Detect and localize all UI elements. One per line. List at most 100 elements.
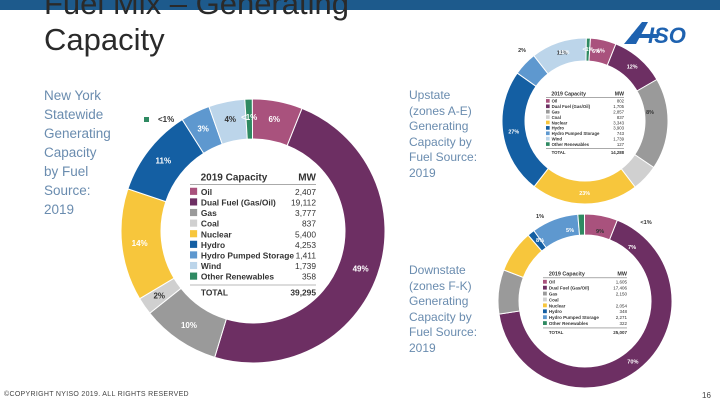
- upstate-legend-swatch: [546, 131, 550, 136]
- statewide-legend-mw-header: MW: [298, 173, 316, 184]
- top-accent-bar: [0, 0, 720, 10]
- statewide-legend-label: Coal: [201, 219, 219, 229]
- downstate-outer-label: 8%: [536, 238, 544, 244]
- upstate-outer-label: 6%: [592, 49, 600, 55]
- downstate-legend-value: 2,271: [616, 315, 628, 320]
- downstate-slice-dual-fuel-gas-oil-: [498, 219, 673, 389]
- downstate-legend-title: 2019 Capacity: [549, 272, 585, 278]
- downstate-outer-label: 5%: [566, 228, 574, 234]
- caption-line: (zones A-E): [409, 103, 472, 118]
- downstate-legend-swatch: [543, 297, 547, 302]
- upstate-legend-value: 1,739: [613, 137, 624, 142]
- statewide-slices: [120, 98, 386, 364]
- downstate-legend-value: 1,605: [616, 280, 628, 285]
- statewide-slice-label: <1%: [241, 113, 257, 122]
- caption-line: 2019: [409, 340, 436, 355]
- downstate-legend-label: Coal: [549, 297, 559, 302]
- statewide-slice-label: 14%: [132, 239, 148, 248]
- downstate-legend-label: Oil: [549, 280, 555, 285]
- upstate-legend-label: Hydro Pumped Storage: [552, 131, 600, 136]
- downstate-outer-label: 7%: [628, 245, 636, 251]
- statewide-legend-swatch: [190, 230, 198, 238]
- statewide-legend-swatch: [190, 251, 198, 259]
- caption-line: 2019: [44, 202, 75, 217]
- statewide-slice-label: 2%: [153, 292, 165, 301]
- page-title-line1: Fuel Mix – Generating: [44, 0, 349, 21]
- caption-line: by Fuel: [44, 164, 89, 179]
- downstate-legend-swatch: [543, 309, 547, 314]
- upstate-legend-swatch: [546, 142, 550, 146]
- upstate-legend-label: Oil: [552, 99, 558, 104]
- statewide-legend-swatch: [190, 272, 198, 280]
- statewide-slice-label: 49%: [353, 265, 369, 274]
- upstate-slice-label: <1%: [582, 47, 593, 53]
- statewide-legend-swatch: [190, 198, 198, 206]
- caption-line: (zones F-K): [409, 278, 472, 293]
- downstate-slice-oil: [584, 213, 618, 241]
- upstate-slice-label: 12%: [557, 51, 568, 57]
- statewide-legend-label: Hydro Pumped Storage: [201, 250, 294, 260]
- statewide-legend: 2019 Capacity MW Oil 2,407 Dual Fuel (Gas/Oi…: [190, 173, 317, 298]
- downstate-legend-swatch: [543, 285, 547, 290]
- statewide-legend-value: 2,407: [295, 187, 316, 197]
- upstate-slice-label: 23%: [579, 191, 590, 197]
- upstate-legend-swatch: [546, 126, 550, 130]
- downstate-slice-other-renewables: [577, 213, 586, 236]
- statewide-legend-value: 5,400: [295, 229, 316, 239]
- downstate-legend-swatch: [543, 303, 547, 308]
- downstate-legend: 2019 Capacity MW Oil 1,605 Dual Fuel (Gas/Oi…: [543, 272, 628, 335]
- statewide-legend-value: 1,411: [296, 250, 317, 260]
- statewide-legend-swatch: [190, 219, 198, 227]
- downstate-outer-label: <1%: [640, 220, 651, 226]
- upstate-legend-label: Coal: [552, 115, 561, 120]
- statewide-legend-title: 2019 Capacity: [201, 173, 268, 184]
- upstate-legend-value: 3,903: [613, 126, 624, 131]
- downstate-legend-total-label: TOTAL: [549, 330, 564, 335]
- downstate-slice-label: 70%: [627, 359, 638, 365]
- upstate-legend-value: 743: [617, 131, 625, 136]
- page-number: 16: [702, 391, 711, 400]
- downstate-legend-label: Hydro: [549, 309, 562, 314]
- upstate-slice-nuclear: [533, 167, 636, 205]
- upstate-legend-value: 2,857: [613, 110, 624, 115]
- statewide-slice-label: 11%: [155, 156, 171, 165]
- downstate-legend-total-value: 25,007: [613, 330, 627, 335]
- upstate-legend-title: 2019 Capacity: [551, 91, 586, 97]
- downstate-slices: [497, 213, 673, 389]
- upstate-legend-label: Gas: [552, 110, 561, 115]
- caption-line: Upstate: [409, 88, 451, 102]
- upstate-slices: [501, 37, 669, 205]
- upstate-legend-label: Dual Fuel (Gas/Oil): [552, 104, 591, 109]
- upstate-legend-label: Hydro: [552, 126, 565, 131]
- upstate-legend-swatch: [546, 99, 550, 103]
- upstate-legend-total-value: 14,288: [611, 150, 625, 155]
- caption-line: Capacity: [44, 145, 97, 160]
- downstate-legend-label: Other Renewables: [549, 321, 589, 326]
- caption-line: Capacity by: [409, 309, 472, 324]
- upstate-legend-label: Other Renewables: [552, 142, 590, 147]
- upstate-outer-label: 15%: [559, 50, 570, 56]
- caption-line: Capacity by: [409, 134, 472, 149]
- upstate-slice-oil: [588, 37, 617, 66]
- statewide-donut-chart: 49% 10% 2% 14% 11% 3% 4% <1% 6% 2019 Capacity MW Oi…: [120, 98, 386, 364]
- downstate-outer-label: 9%: [596, 229, 604, 235]
- upstate-legend-total-label: TOTAL: [552, 150, 566, 155]
- upstate-legend: 2019 Capacity MW Oil 802 Dual Fuel (Gas/Oil)…: [546, 91, 625, 155]
- statewide-legend-value: 1,739: [295, 261, 316, 271]
- upstate-legend-value: 837: [617, 115, 625, 120]
- statewide-legend-label: Oil: [201, 187, 212, 197]
- downstate-legend-value: 2,054: [616, 303, 628, 308]
- statewide-legend-label: Other Renewables: [201, 272, 274, 282]
- upstate-legend-value: 802: [617, 99, 625, 104]
- statewide-slice-oil: [251, 98, 303, 147]
- upstate-caption: Upstate (zones A-E) Generating Capacity …: [409, 88, 494, 181]
- statewide-legend-label: Dual Fuel (Gas/Oil): [201, 197, 276, 207]
- statewide-legend-total-value: 39,295: [290, 288, 316, 298]
- upstate-legend-swatch: [546, 104, 550, 109]
- upstate-legend-mw-header: MW: [615, 91, 624, 97]
- upstate-legend-label: Nuclear: [552, 120, 568, 125]
- caption-line: Generating: [44, 126, 111, 141]
- nyiso-logo: ISO: [624, 22, 686, 46]
- downstate-legend-value: 2,150: [616, 291, 628, 296]
- upstate-slice-label: 27%: [508, 129, 519, 135]
